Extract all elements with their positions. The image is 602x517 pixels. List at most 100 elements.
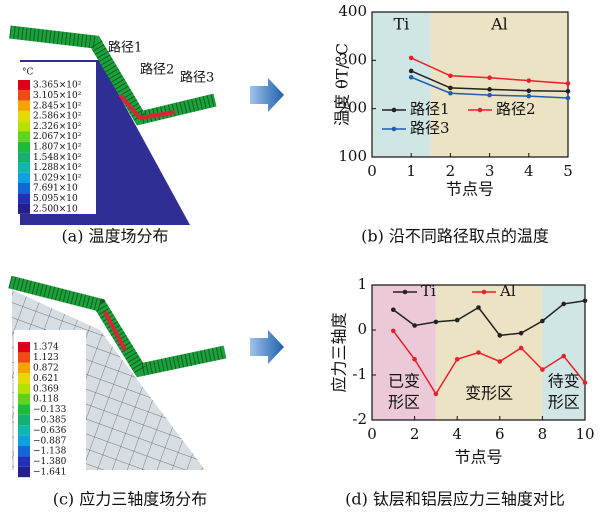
colorbar-label: 2.500×10 [33, 204, 78, 214]
legend-label: 路径1 [410, 100, 450, 118]
point [498, 359, 503, 364]
colorbar-swatch [18, 90, 30, 100]
colorbar-label: −0.887 [33, 436, 67, 446]
region-label: 变形区 [465, 384, 513, 403]
colorbar-swatch [18, 173, 30, 183]
point [412, 357, 417, 362]
colorbar-label: 0.118 [33, 395, 59, 405]
x-axis-label: 节点号 [446, 180, 494, 199]
region-label: Al [490, 15, 508, 34]
point [448, 74, 453, 79]
colorbar-label: 1.288×10² [33, 163, 82, 173]
point [527, 88, 532, 93]
arrow [250, 78, 284, 112]
point [540, 319, 545, 324]
colorbar-swatch [18, 363, 30, 373]
point [448, 91, 453, 96]
region-label: 形区 [388, 393, 420, 412]
caption: (c) 应力三轴度场分布 [53, 490, 208, 509]
x-tick-label: 1 [406, 162, 416, 180]
point [519, 331, 524, 336]
point [566, 96, 571, 101]
x-tick-label: 0 [367, 425, 377, 443]
legend-label: 路径2 [496, 100, 536, 118]
x-tick-label: 10 [575, 425, 594, 443]
point [409, 56, 414, 61]
colorbar-label: 1.029×10² [33, 173, 82, 183]
colorbar-unit: °C [22, 68, 34, 78]
colorbar-label: 2.326×10² [33, 122, 82, 132]
colorbar-swatch [18, 101, 30, 111]
colorbar-label: 3.365×10² [33, 81, 82, 91]
colorbar-swatch [18, 425, 30, 435]
path-label: 路径2 [140, 62, 174, 78]
colorbar-swatch [18, 373, 30, 383]
colorbar-swatch [18, 80, 30, 90]
colorbar-swatch [18, 162, 30, 172]
point [527, 78, 532, 83]
colorbar-swatch [18, 352, 30, 362]
colorbar-label: 7.691×10 [33, 184, 78, 194]
region-label: 形区 [548, 393, 580, 412]
region-label: 已变 [388, 372, 420, 391]
point [498, 333, 503, 338]
colorbar-label: 1.123 [33, 353, 59, 363]
point [566, 81, 571, 86]
caption: (b) 沿不同路径取点的温度 [361, 227, 549, 246]
colorbar-swatch [18, 111, 30, 121]
path-label: 路径3 [180, 70, 214, 86]
legend-marker [392, 108, 397, 113]
colorbar-swatch [18, 384, 30, 394]
colorbar-label: 2.586×10² [33, 112, 82, 122]
colorbar-label: −0.133 [33, 405, 67, 415]
caption: (d) 钛层和铝层应力三轴度对比 [345, 490, 565, 509]
colorbar-swatch [18, 467, 30, 477]
colorbar-label: −1.641 [33, 468, 66, 478]
x-tick-label: 0 [367, 162, 377, 180]
colorbar-label: 2.067×10² [33, 132, 82, 142]
colorbar-label: −0.385 [33, 416, 67, 426]
colorbar-label: 0.621 [33, 374, 59, 384]
colorbar-label: 1.807×10² [33, 142, 82, 152]
colorbar-label: 0.369 [33, 384, 59, 394]
colorbar-swatch [18, 456, 30, 466]
x-tick-label: 2 [410, 425, 420, 443]
figure: °C (a) 温度场分布 (c) 应力三轴度场分布 3.365×10²3.105… [0, 0, 602, 517]
colorbar-swatch [18, 121, 30, 131]
region-label: Ti [394, 15, 410, 34]
point [476, 305, 481, 310]
point [476, 350, 481, 355]
legend-marker [478, 108, 483, 113]
point [566, 89, 571, 94]
x-tick-label: 5 [563, 162, 573, 180]
x-tick-label: 6 [495, 425, 505, 443]
x-tick-label: 3 [485, 162, 495, 180]
arrow [250, 330, 284, 364]
point [561, 302, 566, 307]
legend-marker [403, 290, 408, 295]
point [391, 329, 396, 334]
point [412, 323, 417, 328]
y-tick-label: 0 [357, 320, 367, 338]
y-tick-label: 100 [338, 147, 367, 165]
point [455, 318, 460, 323]
point [434, 392, 439, 397]
y-tick-label: 1 [357, 275, 367, 293]
colorbar-swatch [18, 193, 30, 203]
colorbar-swatch [18, 394, 30, 404]
x-tick-label: 4 [452, 425, 462, 443]
colorbar-label: 3.105×10² [33, 91, 82, 101]
caption: (a) 温度场分布 [61, 227, 168, 246]
point [434, 320, 439, 325]
legend-label: 路径3 [410, 119, 450, 137]
x-tick-label: 8 [538, 425, 548, 443]
point [527, 94, 532, 99]
y-axis-label: 温度 θT/°C [333, 43, 352, 126]
x-tick-label: 4 [524, 162, 534, 180]
point [519, 346, 524, 351]
colorbar-label: 5.095×10 [33, 194, 78, 204]
x-axis-label: 节点号 [454, 448, 502, 467]
y-tick-label: 400 [338, 2, 367, 20]
legend-marker [392, 127, 397, 132]
y-axis-label: 应力三轴度 [330, 312, 349, 392]
